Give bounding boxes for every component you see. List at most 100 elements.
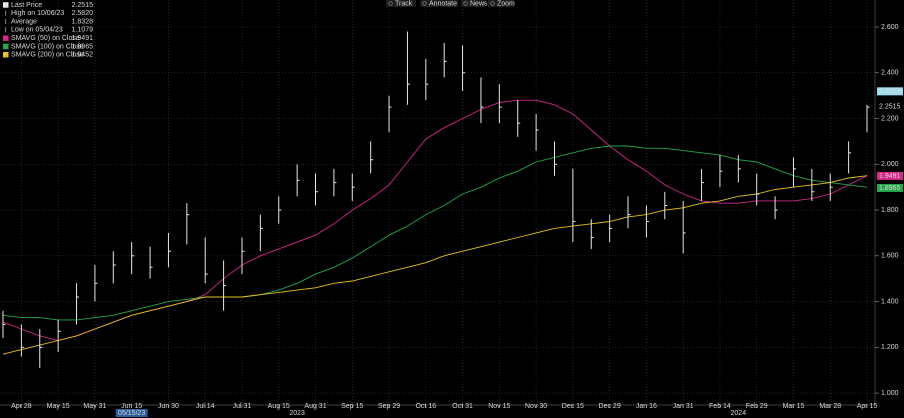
- price-bar: [333, 168, 337, 197]
- last-price-tag-box: [877, 102, 903, 111]
- year-label: 2023: [289, 410, 305, 417]
- price-bar: [462, 45, 466, 92]
- toolbar-icon: [463, 1, 468, 6]
- price-bar: [664, 191, 668, 220]
- x-tick-label: Nov 30: [525, 403, 547, 410]
- price-bar: [774, 196, 778, 220]
- legend-value: 1.9491: [72, 35, 94, 42]
- toolbar-button[interactable]: [461, 0, 485, 7]
- legend-label: Low on 05/04/23: [11, 27, 63, 34]
- price-bar: [315, 173, 319, 206]
- x-tick-label: Jan 31: [673, 403, 694, 410]
- toolbar-label[interactable]: News: [470, 0, 488, 7]
- ma-tag-box: [877, 183, 903, 192]
- price-bar: [480, 77, 484, 124]
- legend-label: High on 10/06/23: [11, 10, 64, 17]
- ma-tag-box: [877, 171, 903, 180]
- price-bar: [94, 264, 98, 302]
- legend-swatch: [3, 35, 9, 41]
- price-bar: [20, 324, 24, 357]
- price-bar: [701, 168, 705, 201]
- ma-tag: 1.8965: [879, 185, 901, 192]
- legend-value: 1.8965: [72, 43, 94, 50]
- x-tick-label: Dec 15: [562, 403, 584, 410]
- price-bar: [517, 100, 521, 137]
- legend-label: Last Price: [11, 2, 42, 9]
- price-bar: [848, 141, 852, 174]
- legend-value: 2.2515: [72, 2, 94, 9]
- toolbar-button[interactable]: [488, 0, 514, 7]
- toolbar-icon: [388, 1, 393, 6]
- x-tick-label: Oct 31: [452, 403, 473, 410]
- price-bar: [572, 168, 576, 243]
- y-tick-label: 1.600: [881, 253, 899, 260]
- legend-value: 1.9452: [72, 52, 94, 59]
- price-bar: [682, 200, 686, 254]
- price-bar: [553, 141, 557, 176]
- y-tick-label: 2.000: [881, 161, 899, 168]
- moving-average-line: [2, 175, 868, 355]
- toolbar-button[interactable]: [386, 0, 416, 7]
- x-tick-label: Aug 31: [304, 403, 326, 410]
- price-bar: [131, 242, 135, 275]
- x-tick-label: Feb 14: [709, 403, 731, 410]
- toolbar-icon: [422, 1, 427, 6]
- legend-swatch: [3, 52, 9, 58]
- x-tick-label: Jun 15: [121, 403, 142, 410]
- price-bar: [241, 237, 245, 275]
- price-bar: [627, 196, 631, 229]
- x-tick-label: Jul 14: [196, 403, 215, 410]
- x-tick-label: Dec 29: [599, 403, 621, 410]
- x-tick-label: Oct 16: [415, 403, 436, 410]
- y-tick-label: 2.600: [881, 24, 899, 31]
- toolbar-label[interactable]: Annotate: [429, 0, 457, 7]
- last-price-tag: 2.2515: [879, 104, 901, 111]
- x-tick-label: May 15: [47, 403, 70, 410]
- price-bar: [498, 84, 502, 124]
- toolbar-label[interactable]: Track: [395, 0, 413, 7]
- x-tick-label: Sep 29: [378, 403, 400, 410]
- price-bar: [223, 260, 227, 311]
- x-tick-label: Jan 16: [636, 403, 657, 410]
- x-tick-label: Mar 15: [783, 403, 805, 410]
- price-bar: [296, 164, 300, 197]
- price-bar: [259, 214, 263, 252]
- price-bar: [167, 232, 171, 268]
- y-tick-label: 1.800: [881, 207, 899, 214]
- legend-value: 2.5820: [72, 10, 94, 17]
- legend-swatch: [3, 2, 9, 8]
- price-bar: [204, 237, 208, 284]
- price-bar: [112, 251, 116, 284]
- price-bar: [811, 168, 815, 201]
- price-bar: [149, 246, 153, 279]
- price-bar: [351, 173, 355, 201]
- cursor-date: 05/15/23: [118, 410, 145, 417]
- x-tick-label: Aug 15: [268, 403, 290, 410]
- x-tick-label: Sep 15: [341, 403, 363, 410]
- price-bar: [76, 283, 80, 325]
- legend-label: SMAVG (100) on Close: [11, 43, 84, 50]
- toolbar-button[interactable]: [420, 0, 458, 7]
- x-tick-label: Apr 15: [857, 403, 878, 410]
- x-tick-label: Mar 28: [819, 403, 841, 410]
- y-tick-label: 2.400: [881, 70, 899, 77]
- price-bar: [792, 157, 796, 188]
- price-bar: [186, 203, 190, 245]
- price-bar: [609, 214, 613, 243]
- toolbar-label[interactable]: Zoom: [497, 0, 515, 7]
- price-bar: [535, 113, 539, 151]
- price-bar: [829, 173, 833, 201]
- price-bar: [645, 205, 649, 238]
- y-tick-label: 1.200: [881, 344, 899, 351]
- y-tick-label: 2.200: [881, 115, 899, 122]
- toolbar-icon: [490, 1, 495, 6]
- x-tick-label: Jul 31: [233, 403, 252, 410]
- legend-value: 1.1079: [72, 27, 94, 34]
- price-bar: [737, 155, 741, 183]
- price-bar: [866, 104, 870, 133]
- price-bar: [756, 173, 760, 206]
- legend-label: SMAVG (50) on Close: [11, 35, 80, 42]
